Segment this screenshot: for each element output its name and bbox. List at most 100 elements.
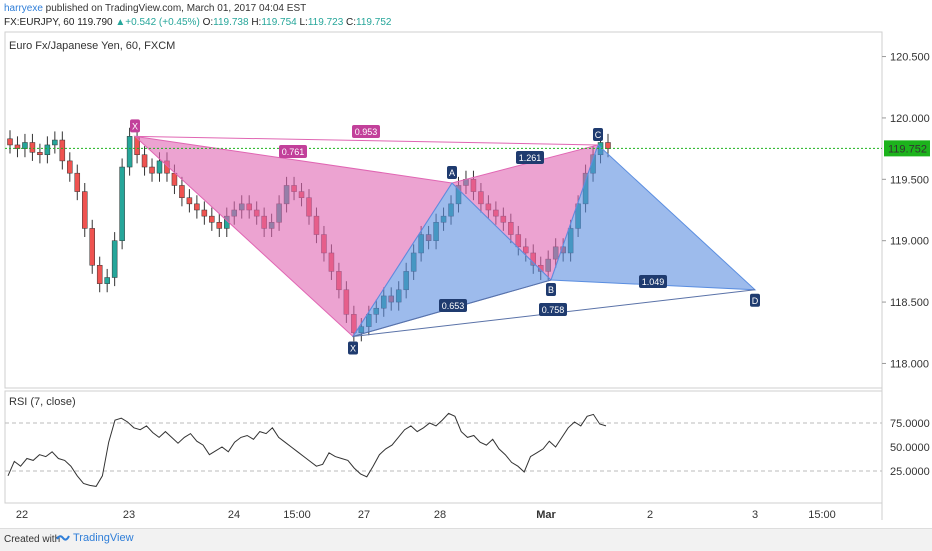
point-label-c-bg (593, 127, 603, 141)
symbol-name[interactable]: FX:EURJPY, 60 (4, 17, 75, 28)
ratio-label: 1.049 (642, 277, 665, 287)
point-label-b: B (548, 285, 554, 295)
candle-body (126, 136, 133, 168)
point-label-x: X (132, 121, 138, 131)
candle-body (186, 197, 193, 205)
price-tick-label: 118.500 (890, 297, 929, 309)
tradingview-brand-label: TradingView (73, 532, 134, 544)
rsi-line (7, 412, 607, 487)
pattern-line-xc (134, 135, 599, 146)
price-tick-label: 120.500 (890, 52, 930, 64)
candle-body (111, 240, 118, 278)
candle-body (104, 277, 110, 284)
candle-body (44, 144, 51, 156)
candle-body (179, 185, 185, 198)
candle-body (37, 152, 43, 156)
candle-body (156, 160, 163, 174)
rsi-title: RSI (7, close) (9, 396, 76, 408)
candle-body (22, 142, 28, 149)
candle-body (52, 139, 58, 146)
main-chart-title: Euro Fx/Japanese Yen, 60, FXCM (9, 40, 175, 52)
chart-area[interactable]: Euro Fx/Japanese Yen, 60, FXCM 120.500 120… (0, 0, 932, 528)
candle-body (89, 228, 95, 266)
high-value: 119.754 (261, 17, 297, 28)
rsi-tick-label: 50.0000 (890, 442, 930, 454)
candle-body (82, 191, 88, 229)
ratio-label: 0.758 (542, 305, 565, 315)
ratio-label: 0.653 (442, 301, 465, 311)
last-price: 119.790 (77, 17, 113, 28)
close-label: C: (346, 17, 357, 28)
high-label: H: (251, 17, 262, 28)
ratio-label-bg (516, 151, 544, 164)
ratio-label-bg (352, 125, 380, 138)
candle-body (7, 138, 13, 146)
point-label-d-bg (750, 293, 760, 307)
candle-body (605, 142, 611, 149)
created-with-text: Created with (4, 534, 61, 545)
close-value: 119.752 (356, 17, 392, 28)
publisher-line: harryexe published on TradingView.com, M… (4, 2, 306, 15)
point-label-b-bg (546, 282, 556, 296)
candle-body (194, 203, 200, 211)
time-tick-label: 3 (752, 509, 758, 521)
ratio-label: 0.953 (355, 127, 378, 137)
tradingview-logo-icon (56, 535, 70, 541)
candle-body (209, 215, 215, 223)
point-label-c: C (595, 130, 602, 140)
price-change: +0.542 (+0.45%) (125, 17, 200, 28)
candle-body (119, 166, 125, 241)
ratio-label: 1.261 (519, 153, 542, 163)
point-label-d: D (752, 296, 759, 306)
time-tick-label: 15:00 (808, 509, 836, 521)
published-text: published on TradingView.com, March 01, … (42, 3, 307, 14)
rsi-pane-frame (4, 390, 883, 504)
price-tick-label: 119.000 (890, 236, 929, 248)
candle-body (59, 139, 66, 162)
candle-body (67, 160, 73, 174)
candle-body (201, 209, 208, 217)
candle-body (141, 154, 148, 168)
point-label-a: A (449, 168, 455, 178)
time-tick-label: 24 (228, 509, 240, 521)
price-tick-label: 118.000 (890, 358, 929, 370)
chart-header: harryexe published on TradingView.com, M… (0, 0, 932, 32)
point-label-x-bg (130, 119, 140, 133)
ratio-label-bg (439, 299, 467, 312)
candle-body (74, 172, 81, 192)
price-tick-label: 120.000 (890, 113, 930, 125)
open-label: O: (202, 17, 214, 28)
change-up-icon: ▲ (115, 17, 126, 28)
time-tick-label: 2 (647, 509, 653, 521)
candle-body (171, 172, 178, 186)
current-price-badge (884, 140, 930, 157)
time-tick-label: 23 (123, 509, 135, 521)
footer-bar: Created with TradingView (0, 528, 932, 551)
point-label-x2-bg (348, 341, 358, 355)
low-value: 119.723 (307, 17, 344, 28)
open-value: 119.738 (213, 17, 249, 28)
ratio-label: 0.761 (282, 147, 305, 157)
time-tick-label: 28 (434, 509, 446, 521)
candle-body (29, 142, 36, 153)
candle-body (216, 222, 223, 229)
time-tick-label: Mar (536, 509, 556, 521)
ratio-label-bg (639, 275, 667, 288)
current-price-label: 119.752 (888, 143, 927, 155)
point-label-x2: X (350, 343, 356, 353)
ratio-label-bg (539, 303, 567, 316)
price-tick-label: 119.500 (890, 174, 929, 186)
point-label-a-bg (447, 165, 457, 179)
low-label: L: (299, 17, 308, 28)
ratio-label-bg (279, 145, 307, 158)
rsi-tick-label: 25.0000 (890, 466, 930, 478)
rsi-tick-label: 75.0000 (890, 418, 930, 430)
time-tick-label: 15:00 (283, 509, 311, 521)
candle-body (96, 264, 103, 284)
time-tick-label: 27 (358, 509, 370, 521)
candle-body (149, 166, 155, 174)
tradingview-brand[interactable]: TradingView (56, 532, 134, 544)
publisher-user[interactable]: harryexe (4, 3, 43, 14)
symbol-ohlc-line: FX:EURJPY, 60 119.790 ▲+0.542 (+0.45%) O… (4, 16, 391, 29)
time-tick-label: 22 (16, 509, 28, 521)
